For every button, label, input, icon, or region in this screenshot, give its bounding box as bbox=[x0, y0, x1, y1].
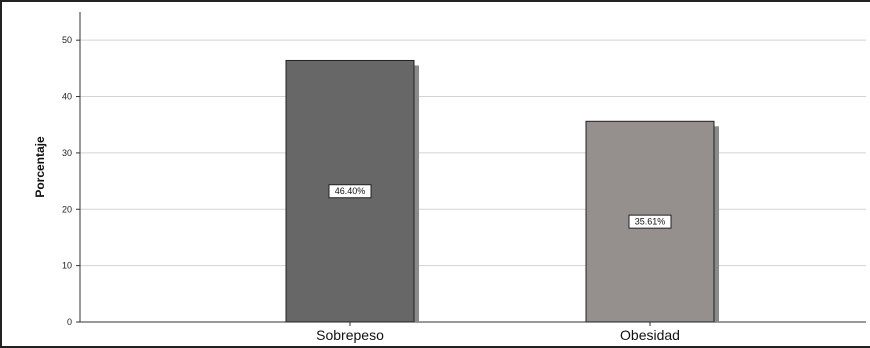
data-label: 35.61% bbox=[635, 217, 666, 227]
bars bbox=[285, 59, 719, 323]
data-label-box bbox=[628, 214, 672, 229]
data-label-box bbox=[328, 184, 372, 199]
gridlines bbox=[80, 39, 866, 267]
y-tick-label: 40 bbox=[62, 92, 72, 102]
y-tick-label: 20 bbox=[62, 204, 72, 214]
y-tick-label: 30 bbox=[62, 148, 72, 158]
y-tick-label: 10 bbox=[62, 261, 72, 271]
data-label: 46.40% bbox=[335, 186, 366, 196]
y-axis-label: Porcentaje bbox=[33, 136, 47, 198]
labels: 0 10 20 30 40 50 46.40% Sobrepeso 35.61% Obesidad bbox=[62, 35, 680, 343]
y-tick-label: 50 bbox=[62, 35, 72, 45]
y-tick-label: 0 bbox=[67, 317, 72, 327]
x-tick-label: Obesidad bbox=[620, 327, 680, 343]
x-tick-label: Sobrepeso bbox=[316, 327, 384, 343]
axes bbox=[76, 12, 866, 326]
